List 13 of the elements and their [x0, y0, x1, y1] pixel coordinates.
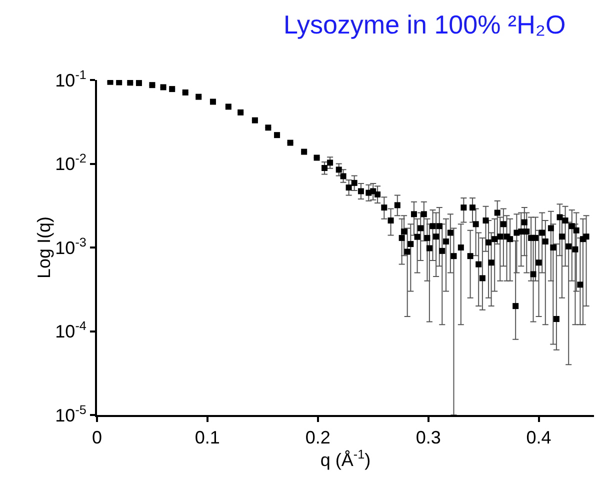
- x-tick-label: 0.3: [416, 428, 441, 448]
- x-tick-label: 0.4: [526, 428, 552, 448]
- x-tick-label: 0.1: [194, 428, 220, 448]
- y-tick-label: 10$^{-2}$: [55, 151, 86, 174]
- y-tick-label: 10$^{-4}$: [55, 318, 86, 342]
- y-tick-label: 10$^{-5}$: [55, 402, 86, 426]
- chart-title: Lysozyme in 100% ²H₂O: [283, 9, 566, 40]
- y-tick-label: 10$^{-3}$: [55, 235, 86, 258]
- y-axis-title: Log I(q): [34, 216, 54, 279]
- y-tick-label: 10$^{-1}$: [55, 68, 86, 90]
- x-tick-label: 0: [92, 428, 102, 448]
- x-axis-title: q (Å$^{-1}$): [320, 448, 371, 470]
- x-tick-label: 0.2: [305, 428, 330, 448]
